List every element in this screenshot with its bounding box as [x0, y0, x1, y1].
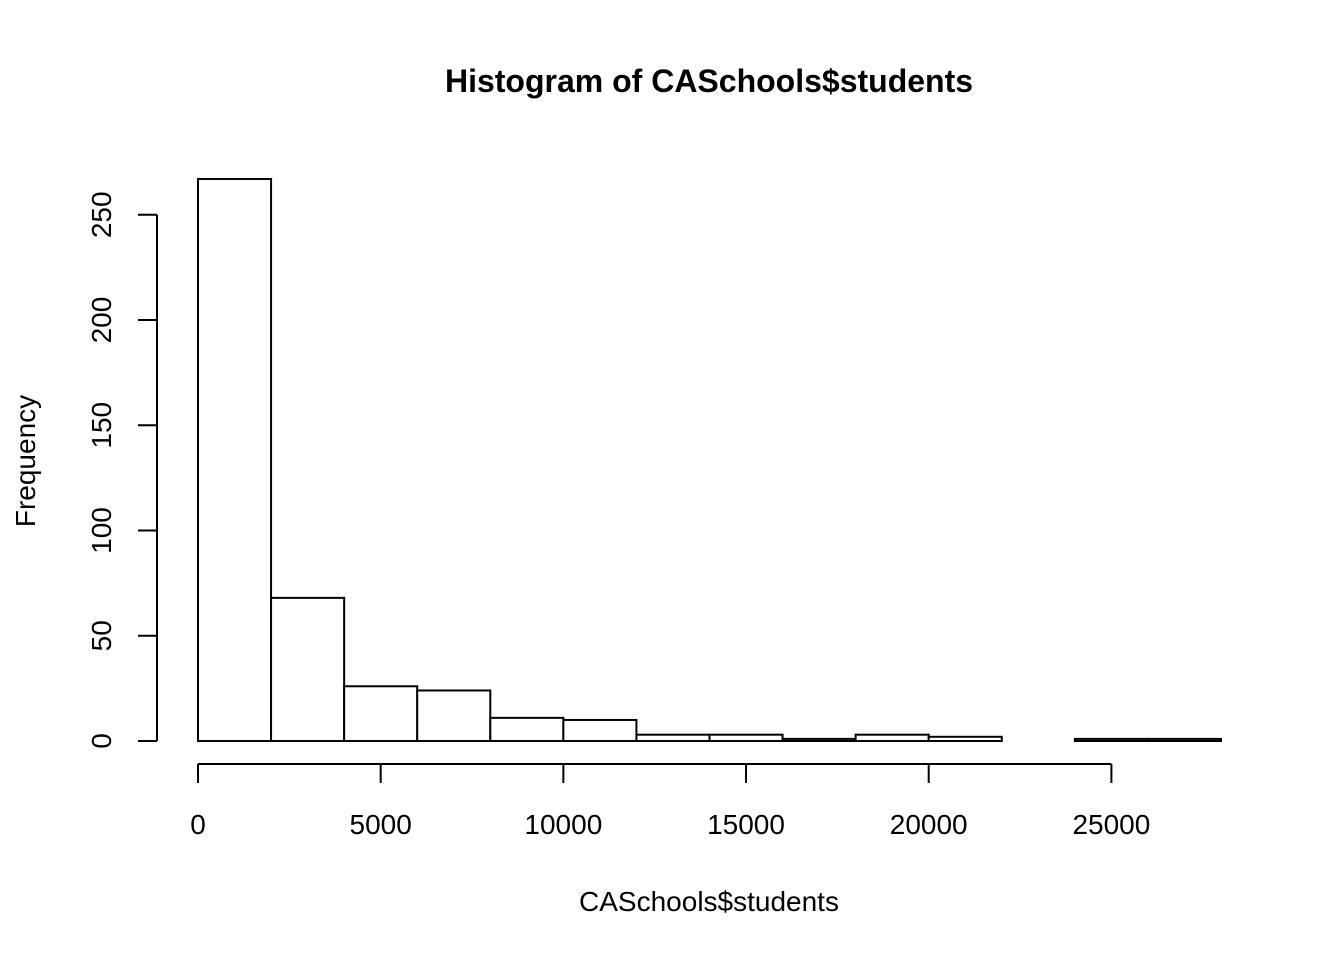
chart-title: Histogram of CASchools$students: [445, 63, 973, 99]
x-tick-label: 20000: [890, 809, 968, 840]
y-tick-label: 50: [86, 620, 117, 651]
histogram-bar: [708, 733, 784, 742]
x-tick-label: 0: [190, 809, 206, 840]
y-tick-label: 100: [86, 507, 117, 554]
y-axis-label: Frequency: [10, 395, 41, 527]
histogram-bar: [635, 733, 711, 742]
y-tick-label: 250: [86, 191, 117, 238]
histogram-bar: [1146, 737, 1223, 743]
y-tick-label: 200: [86, 297, 117, 344]
y-axis: 0 50 100 150 200 250: [86, 191, 158, 749]
histogram-bars: [197, 178, 1223, 743]
x-tick-label: 25000: [1072, 809, 1150, 840]
x-tick-label: 10000: [524, 809, 602, 840]
histogram-bar: [854, 733, 930, 742]
histogram-bar: [489, 716, 565, 742]
x-axis-label: CASchools$students: [579, 886, 839, 917]
histogram-bar: [416, 689, 492, 743]
histogram-bar: [343, 685, 419, 743]
y-tick-label: 0: [86, 733, 117, 749]
histogram-bar: [270, 596, 346, 742]
histogram-bar: [781, 737, 857, 743]
histogram-bar: [927, 735, 1003, 743]
y-tick-label: 150: [86, 402, 117, 449]
x-tick-label: 5000: [350, 809, 412, 840]
histogram-bar: [197, 178, 273, 742]
x-axis: 0 5000 10000 15000 20000 25000: [190, 763, 1150, 840]
x-tick-label: 15000: [707, 809, 785, 840]
histogram-bar: [562, 718, 638, 742]
histogram-bar: [1073, 737, 1149, 743]
